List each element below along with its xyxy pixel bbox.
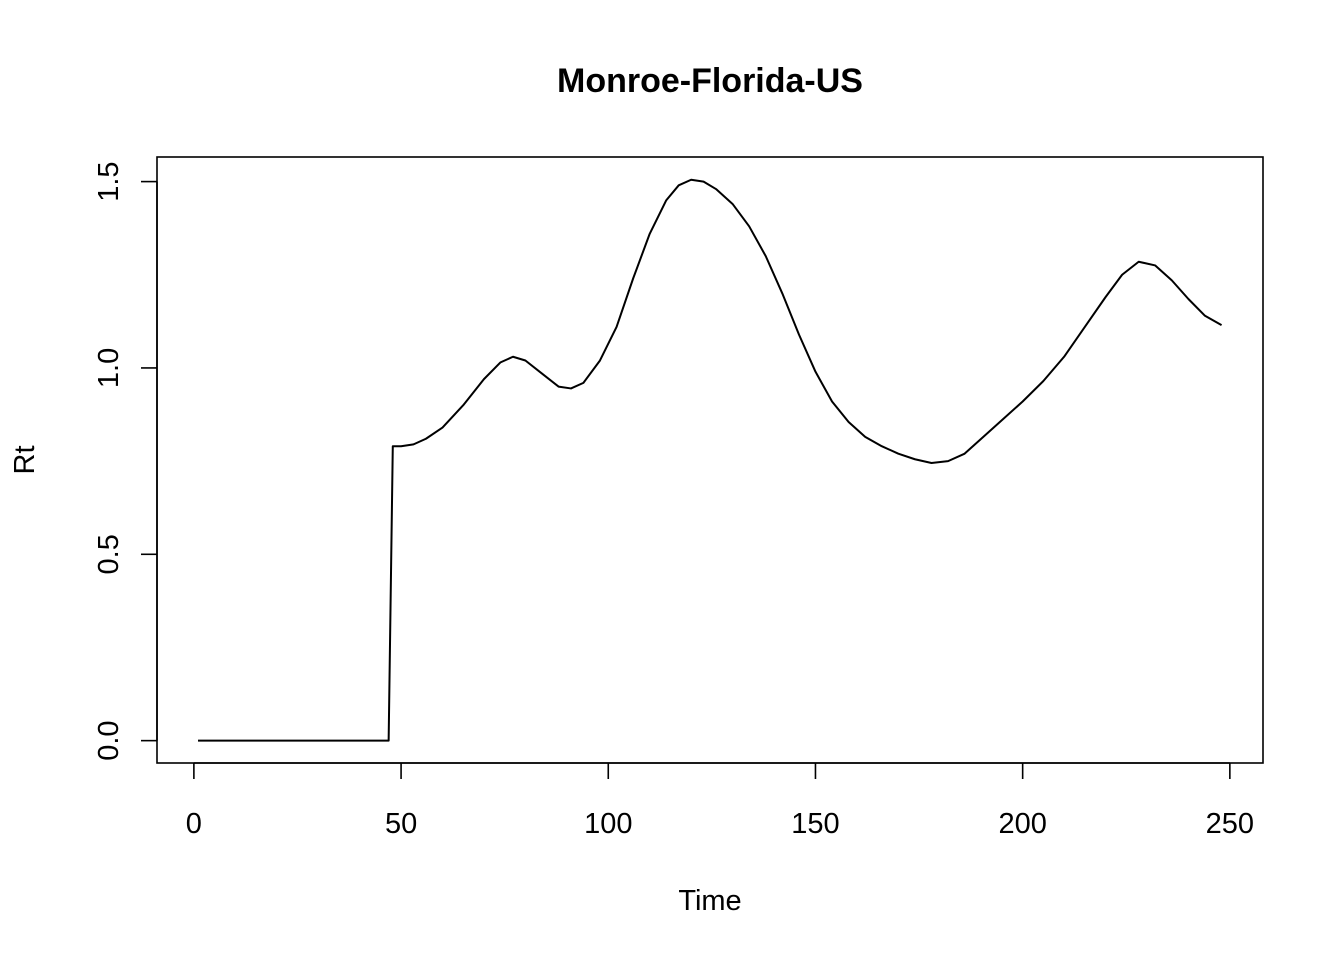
x-tick-label: 100 (584, 808, 632, 840)
y-tick-label: 1.5 (93, 161, 125, 201)
x-tick-label: 150 (791, 808, 839, 840)
y-tick-label: 1.0 (93, 348, 125, 388)
y-tick-label: 0.0 (93, 720, 125, 760)
x-tick-label: 0 (186, 808, 202, 840)
y-axis-label: Rt (9, 446, 41, 475)
series-line (198, 178, 1223, 742)
y-axis: 0.0 0.5 1.0 1.5 (93, 161, 158, 761)
x-axis: 0 50 100 150 200 250 (186, 762, 1254, 840)
x-tick-label: 200 (998, 808, 1046, 840)
plot-area-frame (156, 156, 1264, 764)
y-tick-label: 0.5 (93, 534, 125, 574)
x-tick-label: 50 (385, 808, 417, 840)
x-tick-label: 250 (1206, 808, 1254, 840)
x-axis-label: Time (678, 885, 741, 917)
chart-title: Monroe-Florida-US (557, 62, 863, 100)
